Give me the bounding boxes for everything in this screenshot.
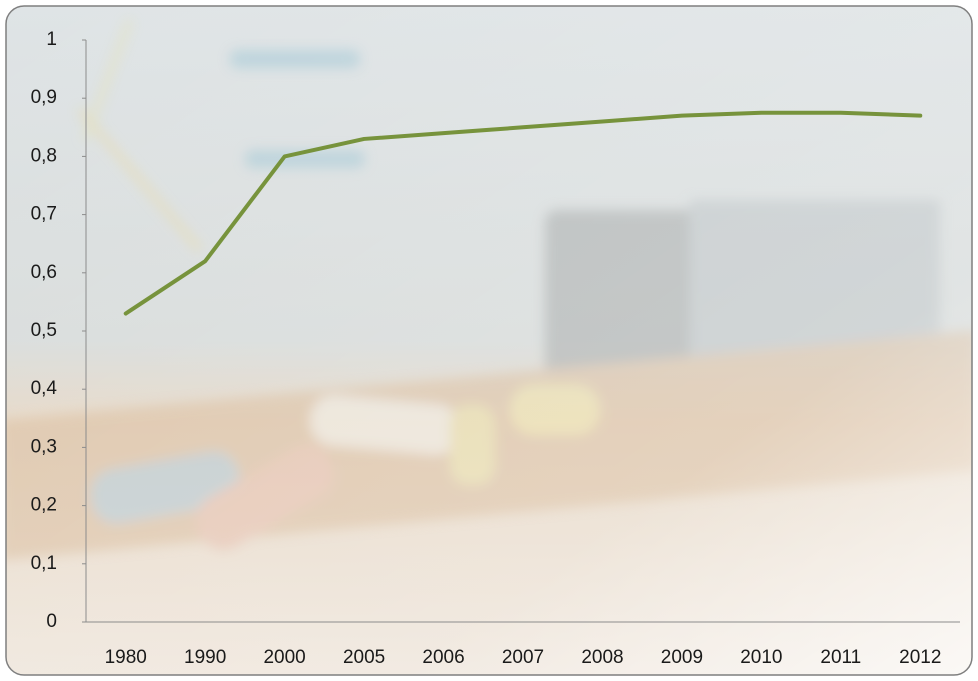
x-tick-label: 2012 [899, 647, 941, 668]
x-tick-label: 2007 [502, 647, 544, 668]
x-tick-label: 2008 [581, 647, 623, 668]
y-tick-label: 0,1 [31, 553, 57, 574]
y-tick-label: 0,3 [31, 436, 57, 457]
y-tick-label: 0,8 [31, 145, 57, 166]
y-tick-label: 0 [46, 611, 57, 632]
x-tick-label: 2011 [820, 647, 861, 668]
y-tick-label: 0,6 [31, 262, 57, 283]
x-tick-label: 2005 [343, 647, 385, 668]
chart-border [5, 5, 973, 676]
y-tick-label: 0,5 [31, 320, 57, 341]
x-tick-label: 1990 [184, 647, 226, 668]
y-tick-label: 0,4 [31, 378, 58, 399]
x-tick-label: 2000 [263, 647, 305, 668]
y-tick-label: 0,9 [31, 87, 57, 108]
x-tick-label: 2009 [661, 647, 703, 668]
x-tick-label: 1980 [105, 647, 147, 668]
line-series [123, 110, 923, 316]
x-tick-label: 2006 [422, 647, 464, 668]
x-tick-label: 2010 [740, 647, 782, 668]
y-tick-label: 0,7 [31, 204, 57, 225]
y-tick-label: 1 [46, 29, 57, 50]
y-tick-label: 0,2 [31, 495, 57, 516]
